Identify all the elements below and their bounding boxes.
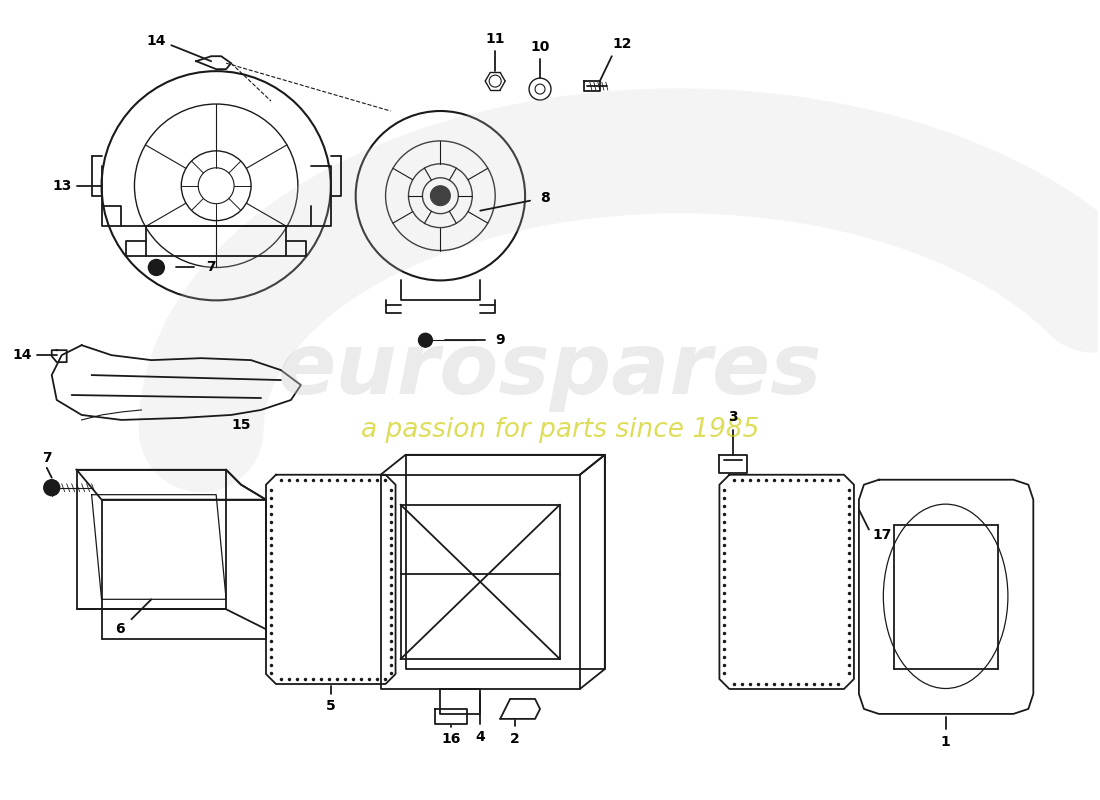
Text: 11: 11 (485, 32, 505, 46)
Text: 8: 8 (540, 190, 550, 205)
Text: 2: 2 (510, 732, 520, 746)
Text: 1: 1 (940, 735, 950, 749)
Text: 4: 4 (475, 730, 485, 744)
Text: a passion for parts since 1985: a passion for parts since 1985 (361, 417, 759, 443)
Text: 6: 6 (114, 622, 124, 636)
Text: 14: 14 (146, 34, 166, 48)
Text: eurospares: eurospares (278, 329, 823, 412)
Text: 10: 10 (530, 40, 550, 54)
Circle shape (44, 480, 59, 496)
Text: 13: 13 (52, 178, 72, 193)
Circle shape (418, 334, 432, 347)
Text: 7: 7 (207, 261, 216, 274)
Text: 3: 3 (728, 410, 738, 424)
Text: 14: 14 (12, 348, 32, 362)
Text: 16: 16 (442, 732, 461, 746)
Circle shape (148, 259, 164, 275)
Text: 5: 5 (326, 699, 336, 713)
Text: 9: 9 (495, 334, 505, 347)
Text: 17: 17 (872, 527, 891, 542)
Text: 7: 7 (42, 450, 52, 465)
Text: 15: 15 (231, 418, 251, 432)
Text: 12: 12 (612, 38, 631, 51)
Circle shape (430, 186, 450, 206)
